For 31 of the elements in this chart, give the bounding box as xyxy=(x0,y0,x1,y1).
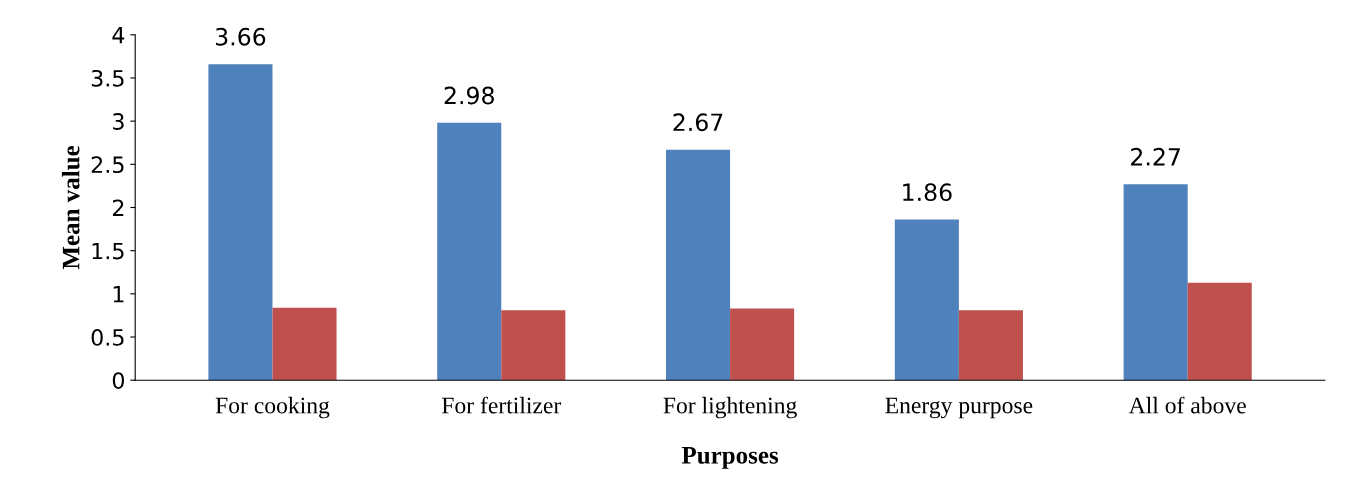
data-label: 2.98 xyxy=(444,86,494,105)
x-axis-title: Purposes xyxy=(681,447,779,469)
x-tick-label: For lightening xyxy=(663,396,797,419)
y-tick-label: 1 xyxy=(113,286,124,303)
y-tick-label: 3 xyxy=(113,113,124,130)
y-tick-label: 0.5 xyxy=(91,328,124,346)
y-tick-label: 2.5 xyxy=(91,156,124,174)
x-tick-label: For cooking xyxy=(215,396,330,419)
y-tick-label: 1.5 xyxy=(92,242,124,260)
x-tick-label: All of above xyxy=(1128,396,1246,414)
x-tick-label: Energy purpose xyxy=(885,397,1033,419)
bar xyxy=(730,308,795,381)
y-tick-label: 4 xyxy=(112,27,125,44)
bar xyxy=(894,219,959,381)
y-tick-label: 2 xyxy=(112,199,124,216)
bar xyxy=(437,122,502,381)
bar xyxy=(1187,282,1252,381)
data-label: 2.27 xyxy=(1131,147,1180,166)
y-tick-label: 0 xyxy=(112,372,124,389)
bar xyxy=(501,310,566,381)
bar xyxy=(1123,184,1188,381)
bar xyxy=(272,307,337,381)
x-tick-label: For fertilizer xyxy=(441,396,562,414)
bar xyxy=(208,64,273,381)
data-label: 1.86 xyxy=(903,183,952,202)
data-label: 2.67 xyxy=(673,113,723,132)
data-label: 3.66 xyxy=(215,27,266,46)
bar xyxy=(666,149,731,381)
y-tick-label: 3.5 xyxy=(91,69,124,87)
y-axis-title: Mean value xyxy=(61,146,80,270)
bar xyxy=(958,310,1023,381)
